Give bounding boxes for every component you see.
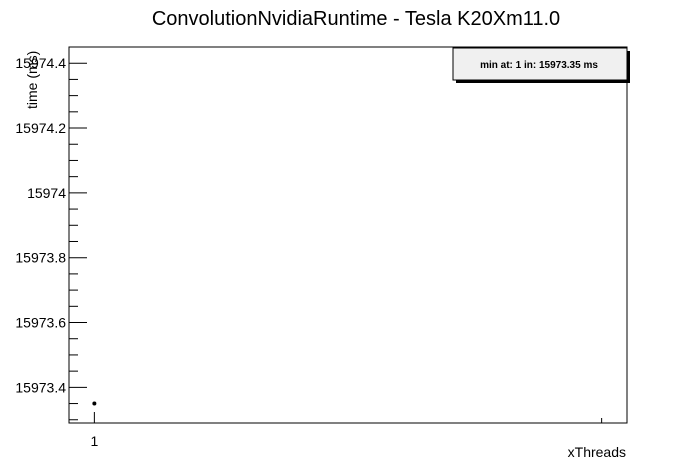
y-tick-label: 15974	[27, 185, 66, 201]
y-tick-label: 15974.4	[15, 55, 66, 71]
y-tick-label: 15973.6	[15, 315, 66, 331]
y-axis-title: time (ms)	[24, 51, 40, 109]
y-tick-label: 15974.2	[15, 120, 66, 136]
x-axis: 1	[90, 412, 603, 449]
stats-box-frame	[452, 47, 628, 81]
chart-title: ConvolutionNvidiaRuntime - Tesla K20Xm11…	[152, 8, 560, 30]
data-point	[92, 401, 97, 406]
x-tick-label: 1	[90, 433, 98, 449]
stats-box-text: min at: 1 in: 15973.35 ms	[480, 60, 598, 71]
y-tick-label: 15973.8	[15, 250, 66, 266]
y-axis: 15973.4 15973.6 15973.8 15974 15974.2 15974.4	[15, 46, 87, 421]
plot-frame	[68, 46, 628, 424]
x-axis-title: xThreads	[568, 444, 626, 460]
y-tick-label: 15973.4	[15, 379, 66, 395]
stats-box: min at: 1 in: 15973.35 ms	[452, 47, 630, 83]
data-series	[92, 401, 97, 406]
